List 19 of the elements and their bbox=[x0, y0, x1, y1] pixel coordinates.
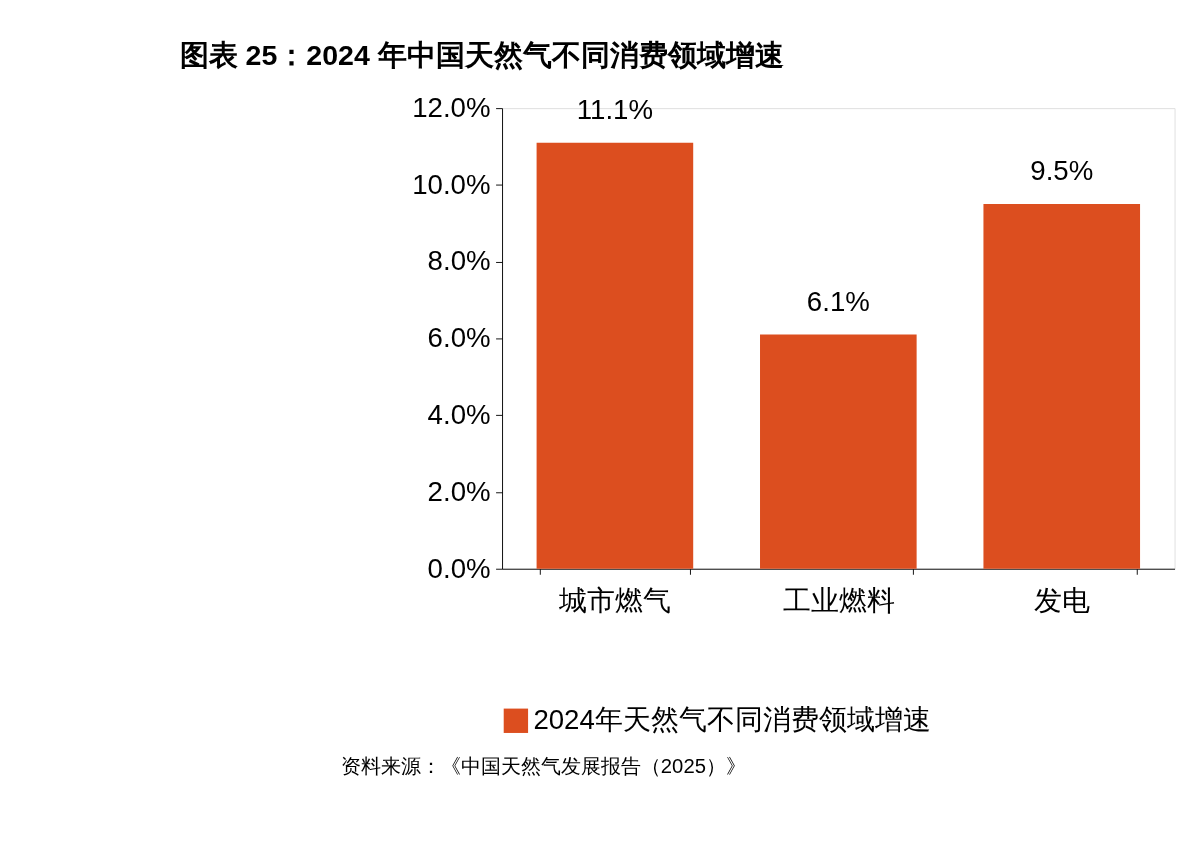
y-tick-label: 10.0% bbox=[412, 168, 491, 200]
y-tick-label: 12.0% bbox=[412, 91, 491, 123]
y-tick-label: 8.0% bbox=[427, 245, 491, 277]
bar bbox=[983, 204, 1141, 569]
y-tick-label: 4.0% bbox=[427, 398, 491, 430]
y-tick-label: 0.0% bbox=[427, 552, 491, 584]
text: 9.5% bbox=[1030, 155, 1094, 187]
y-tick-label: 2.0% bbox=[427, 475, 491, 507]
bar bbox=[760, 334, 917, 569]
y-tick-label: 6.0% bbox=[427, 322, 491, 354]
bar bbox=[536, 142, 694, 569]
x-tick-label: 发电 bbox=[1034, 584, 1091, 616]
text: 6.1% bbox=[806, 285, 870, 317]
legend-label: 2024年天然气不同消费领域增速 bbox=[533, 704, 931, 736]
x-tick-label: 工业燃料 bbox=[782, 584, 895, 616]
text: 11.1% bbox=[576, 93, 654, 125]
x-tick-label: 城市燃气 bbox=[558, 584, 672, 616]
text: 资料来源：《中国天然气发展报告（2025）》 bbox=[340, 755, 746, 778]
chart-title: 图表 25：2024 年中国天然气不同消费领域增速 bbox=[179, 38, 784, 71]
